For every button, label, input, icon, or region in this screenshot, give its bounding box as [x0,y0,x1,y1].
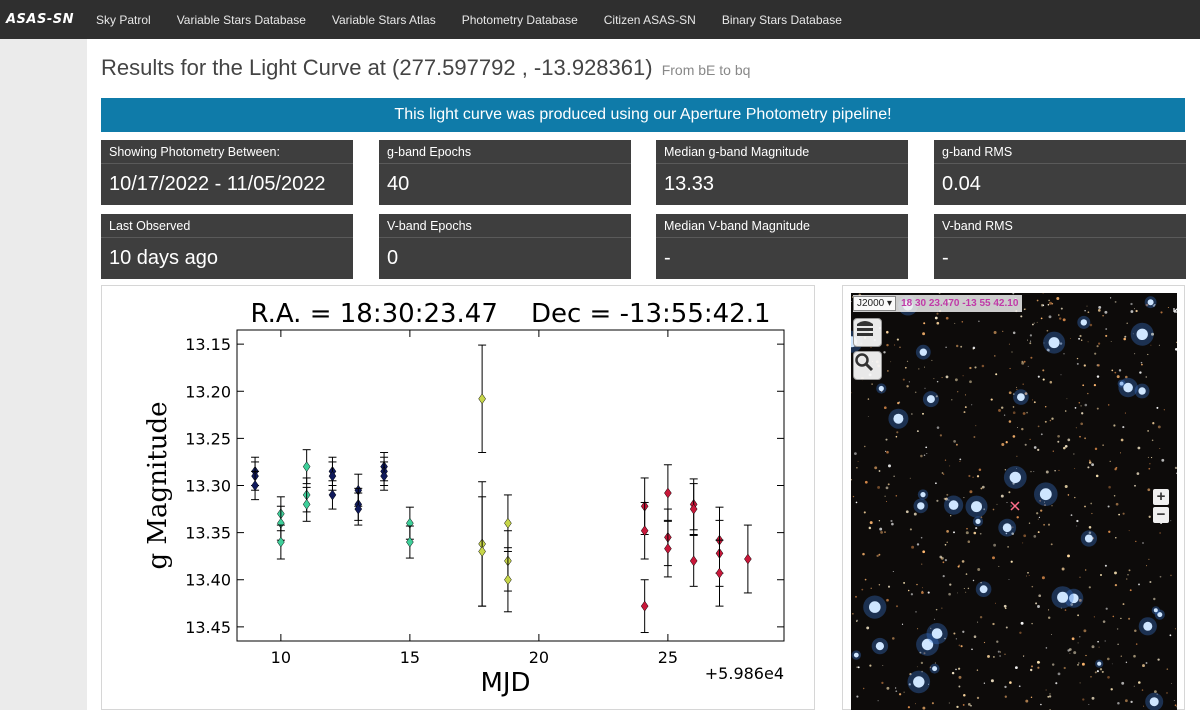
target-marker [1010,501,1020,511]
search-icon [855,353,874,372]
data-point [504,574,512,586]
nav-variable-stars-database[interactable]: Variable Stars Database [176,12,306,27]
x-tick-label: 15 [400,648,420,667]
stat-value: - [664,247,671,269]
layers-icon [857,321,873,336]
coordinate-readout: 18 30 23.470 -13 55 42.10 [901,298,1019,309]
x-tick-label: 10 [271,648,291,667]
stat-g-band-rms: g-band RMS 0.04 [934,140,1186,205]
zoom-out-button[interactable]: − [1153,507,1169,523]
light-curve-chart: 13.15 13.20 13.25 13.30 13.35 13.40 13.45 10 15 2… [143,299,785,698]
stat-value: 10 days ago [109,247,218,269]
stat-value: 0 [387,247,399,269]
stat-value: 13.33 [664,173,715,195]
data-point [328,489,337,501]
navbar: ASAS-SN Sky Patrol Variable Stars Databa… [0,0,1200,39]
stat-label: V-band Epochs [379,214,631,238]
x-axis-label: MJD [480,668,530,698]
data-point [744,553,752,565]
y-tick-label: 13.30 [185,477,231,496]
layers-button[interactable] [853,318,882,347]
nav-variable-stars-atlas[interactable]: Variable Stars Atlas [331,12,436,27]
data-point [640,525,649,537]
frame-select-value: J2000 [857,298,885,309]
x-tick-label: 25 [658,648,678,667]
stat-value: - [942,247,949,269]
page-subtitle: From bE to bq [661,62,751,78]
data-point [689,555,698,567]
nav-citizen-asas-sn[interactable]: Citizen ASAS-SN [603,12,696,27]
stat-label: V-band RMS [934,214,1186,238]
data-point [277,536,285,548]
y-tick-label: 13.25 [185,429,231,448]
main-content: Results for the Light Curve at (277.5977… [87,39,1200,710]
x-tick-label: 20 [529,648,549,667]
search-button[interactable] [853,351,882,380]
logo[interactable]: ASAS-SN [6,12,74,27]
y-tick-label: 13.15 [185,335,231,354]
data-point [715,567,724,579]
data-point [689,503,698,515]
coordinate-bar: J2000 ▾ 18 30 23.470 -13 55 42.10 [853,295,1023,312]
sky-view[interactable]: J2000 ▾ 18 30 23.470 -13 55 42.10 + [851,293,1177,710]
stat-last-observed: Last Observed 10 days ago [101,214,353,279]
data-point [406,536,414,548]
data-point [504,517,512,529]
stat-v-band-rms: V-band RMS - [934,214,1186,279]
y-tick-label: 13.45 [185,618,231,637]
stat-label: Last Observed [101,214,353,238]
stat-value: 40 [387,173,410,195]
stat-label: Median g-band Magnitude [656,140,908,164]
frame-select[interactable]: J2000 ▾ [853,296,897,311]
nav-binary-stars-database[interactable]: Binary Stars Database [721,12,842,27]
y-axis-label: g Magnitude [143,402,173,570]
data-point [478,546,486,557]
star-field-image [851,293,1177,710]
stat-value: 0.04 [942,173,981,195]
y-tick-label: 13.35 [185,524,231,543]
data-point [478,393,486,405]
stat-v-band-epochs: V-band Epochs 0 [379,214,631,279]
zoom-in-button[interactable]: + [1153,489,1169,505]
stat-label: g-band Epochs [379,140,631,164]
pipeline-banner: This light curve was produced using our … [101,98,1185,132]
stat-label: g-band RMS [934,140,1186,164]
chart-title: R.A. = 18:30:23.47 Dec = -13:55:42.1 [250,299,770,329]
page-title: Results for the Light Curve at (277.5977… [101,55,750,81]
stat-label: Median V-band Magnitude [656,214,908,238]
data-point [380,470,388,482]
plot-frame [236,329,785,642]
y-tick-label: 13.20 [185,382,231,401]
stat-value: 10/17/2022 - 11/05/2022 [109,173,326,195]
data-point [664,543,672,555]
sky-view-card: J2000 ▾ 18 30 23.470 -13 55 42.10 + [842,285,1185,710]
stat-median-g-mag: Median g-band Magnitude 13.33 [656,140,908,205]
data-point [640,600,649,612]
data-point [664,487,672,499]
stat-label: Showing Photometry Between: [101,140,353,164]
data-point [354,503,363,515]
nav-photometry-database[interactable]: Photometry Database [461,12,578,27]
data-point [302,498,311,510]
light-curve-card: 13.15 13.20 13.25 13.30 13.35 13.40 13.45 10 15 2… [101,285,815,710]
stat-median-v-mag: Median V-band Magnitude - [656,214,908,279]
data-point [251,480,259,491]
y-tick-label: 13.40 [185,571,231,590]
stat-photometry-range: Showing Photometry Between: 10/17/2022 -… [101,140,353,205]
stat-g-band-epochs: g-band Epochs 40 [379,140,631,205]
page-title-text: Results for the Light Curve at (277.5977… [101,55,653,80]
x-offset-label: +5.986e4 [705,664,784,683]
data-point [302,461,311,473]
nav-sky-patrol[interactable]: Sky Patrol [96,12,151,27]
